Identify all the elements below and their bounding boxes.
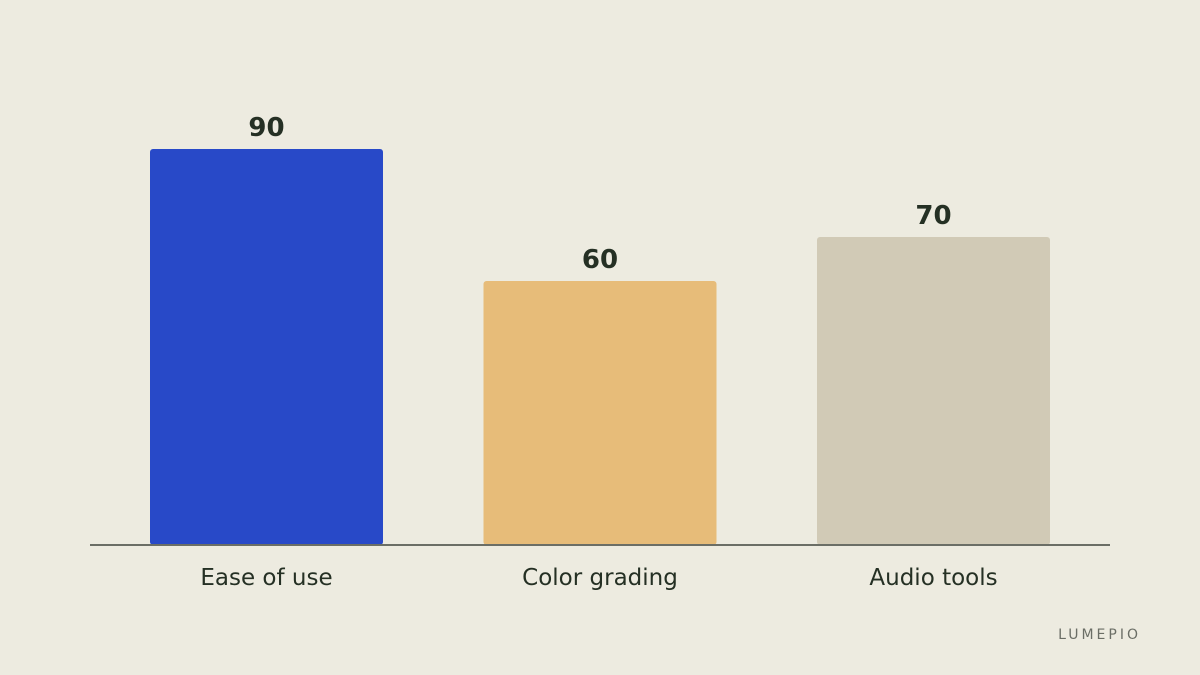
category-label-1: Color grading xyxy=(522,565,678,591)
bar-value-label-1: 60 xyxy=(582,245,618,275)
brand-logo-text: LUMEPIO xyxy=(1058,627,1141,643)
bar-value-label-0: 90 xyxy=(248,113,284,143)
bars-group xyxy=(150,149,1050,545)
bar-0 xyxy=(150,149,383,545)
bar-2 xyxy=(817,237,1050,545)
bar-value-label-2: 70 xyxy=(915,201,951,231)
category-label-0: Ease of use xyxy=(200,565,332,591)
value-labels-group: 90 60 70 xyxy=(248,113,951,275)
bar-1 xyxy=(483,281,717,545)
category-labels-group: Ease of use Color grading Audio tools xyxy=(200,565,997,591)
category-label-2: Audio tools xyxy=(869,565,997,591)
